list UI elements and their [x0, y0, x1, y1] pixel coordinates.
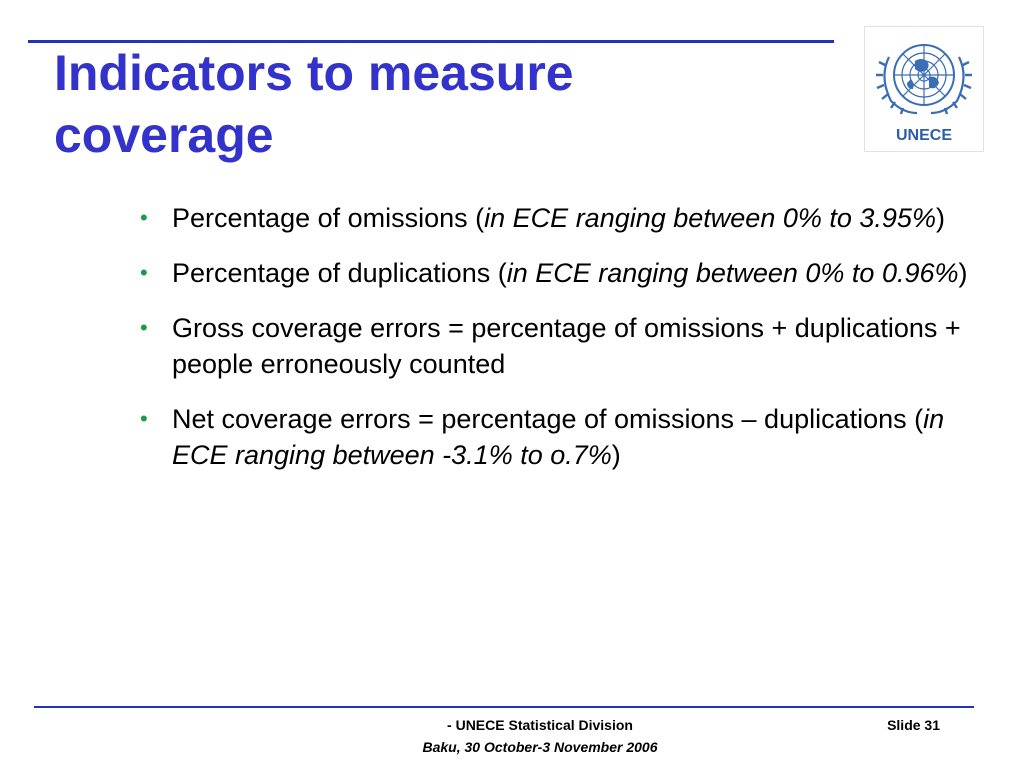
un-emblem-icon — [876, 44, 972, 115]
bullet-icon: • — [140, 260, 148, 285]
bullet-italic: in ECE ranging between 0% to 3.95% — [484, 203, 936, 233]
unece-logo: UNECE — [864, 26, 984, 152]
bullet-tail: ) — [611, 440, 621, 470]
bullet-text: Net coverage errors = percentage of omis… — [172, 404, 924, 434]
bullet-italic: in ECE ranging between 0% to 0.96% — [506, 258, 959, 288]
bullet-icon: • — [140, 315, 148, 340]
bullet-italic: in ECE ranging between -3.1% to o.7% — [172, 404, 945, 470]
bullet-text: Gross coverage errors = percentage of om… — [172, 313, 961, 379]
slide-title: Indicators to measure coverage — [54, 42, 754, 166]
list-item: • Percentage of omissions (in ECE rangin… — [140, 200, 990, 236]
slide-number: Slide 31 — [887, 717, 940, 733]
footer: - UNECE Statistical Division Baku, 30 Oc… — [300, 714, 780, 758]
bullet-tail: ) — [935, 203, 945, 233]
title-line-1: Indicators to measure — [54, 45, 574, 101]
footer-org: - UNECE Statistical Division — [447, 717, 633, 733]
bottom-rule — [34, 706, 974, 708]
list-item: • Percentage of duplications (in ECE ran… — [140, 255, 990, 291]
bullet-text: Percentage of duplications ( — [172, 258, 507, 288]
footer-event: Baku, 30 October-3 November 2006 — [422, 739, 658, 755]
bullet-icon: • — [140, 406, 148, 431]
top-rule — [28, 40, 834, 43]
logo-label: UNECE — [895, 127, 952, 144]
bullet-tail: ) — [958, 258, 968, 288]
title-line-2: coverage — [54, 107, 274, 163]
bullet-text: Percentage of omissions ( — [172, 203, 485, 233]
list-item: • Gross coverage errors = percentage of … — [140, 310, 990, 382]
bullet-list: • Percentage of omissions (in ECE rangin… — [140, 200, 990, 492]
bullet-icon: • — [140, 205, 148, 230]
list-item: • Net coverage errors = percentage of om… — [140, 401, 990, 473]
